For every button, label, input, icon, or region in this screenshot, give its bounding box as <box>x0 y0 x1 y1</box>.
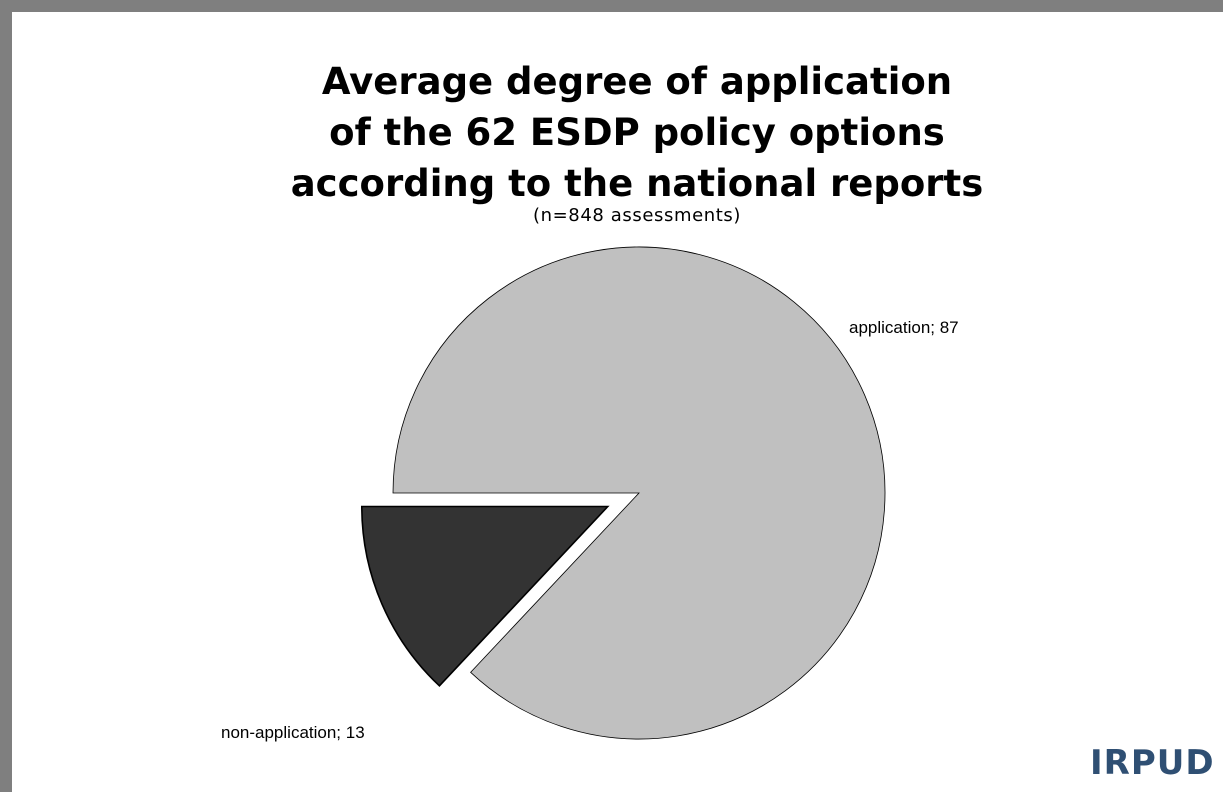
pie-slice-application <box>392 246 886 740</box>
pie-slice-non-application <box>360 505 610 687</box>
irpud-logo: IRPUD <box>1090 743 1215 783</box>
slice-label-non-application: non-application; 13 <box>221 723 365 742</box>
chart-title-line-3: according to the national reports <box>290 162 984 205</box>
chart-title-line-2: of the 62 ESDP policy options <box>329 111 945 154</box>
chart-title-line-1: Average degree of application <box>321 60 953 103</box>
chart-title: Average degree of application of the 62 … <box>112 56 1162 209</box>
chart-subtitle: (n=848 assessments) <box>532 205 742 226</box>
slice-label-application: application; 87 <box>849 318 959 337</box>
